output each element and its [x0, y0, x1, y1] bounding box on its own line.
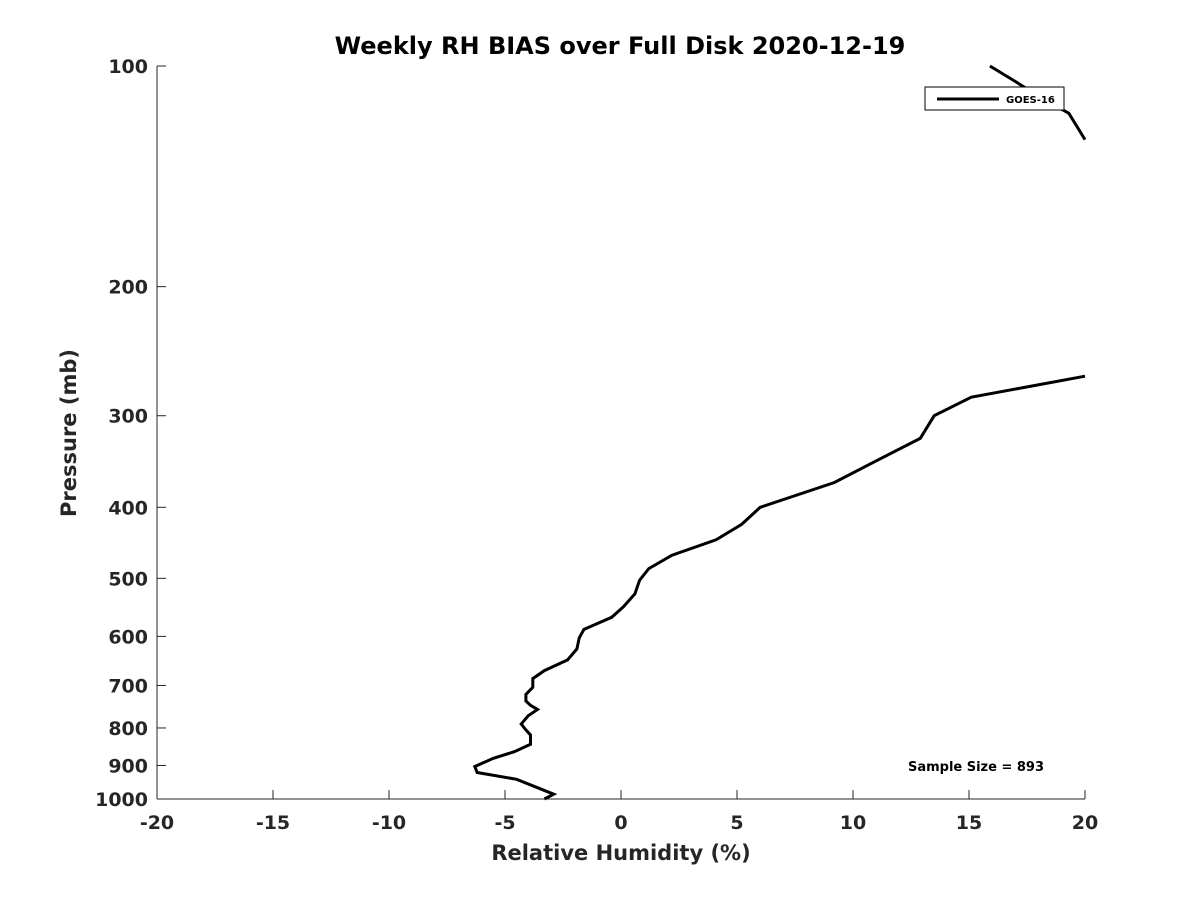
x-tick-label: 10 [840, 812, 866, 834]
legend: GOES-16 [924, 86, 1065, 111]
y-tick-label: 600 [108, 626, 148, 648]
x-tick-label: 20 [1072, 812, 1098, 834]
x-tick-label: 15 [956, 812, 982, 834]
legend-entry-goes-16: GOES-16 [1006, 95, 1055, 106]
y-tick-label: 700 [108, 675, 148, 697]
x-tick-label: 5 [730, 812, 743, 834]
y-axis-ticks: 100 200 300 400 500 600 700 800 900 1000 [95, 56, 166, 811]
x-tick-label: -10 [372, 812, 406, 834]
x-tick-label: 0 [614, 812, 627, 834]
y-tick-label: 100 [108, 56, 148, 78]
series-line-goes-16-segment-2 [472, 374, 1086, 801]
y-axis-label: Pressure (mb) [57, 349, 81, 517]
x-tick-label: -20 [140, 812, 174, 834]
y-tick-label: 300 [108, 406, 148, 428]
sample-size-annotation: Sample Size = 893 [908, 760, 1044, 775]
y-tick-label: 1000 [95, 789, 148, 811]
x-axis-ticks: -20 -15 -10 -5 0 5 10 15 20 [140, 790, 1098, 834]
y-tick-label: 900 [108, 755, 148, 777]
axes [156, 66, 1085, 800]
x-axis-label: Relative Humidity (%) [491, 841, 750, 865]
series-layer [472, 64, 1087, 801]
y-tick-label: 500 [108, 568, 148, 590]
chart-title: Weekly RH BIAS over Full Disk 2020-12-19 [335, 32, 906, 60]
x-tick-label: -15 [256, 812, 290, 834]
y-tick-label: 200 [108, 277, 148, 299]
y-tick-label: 400 [108, 497, 148, 519]
y-tick-label: 800 [108, 718, 148, 740]
x-tick-label: -5 [494, 812, 515, 834]
